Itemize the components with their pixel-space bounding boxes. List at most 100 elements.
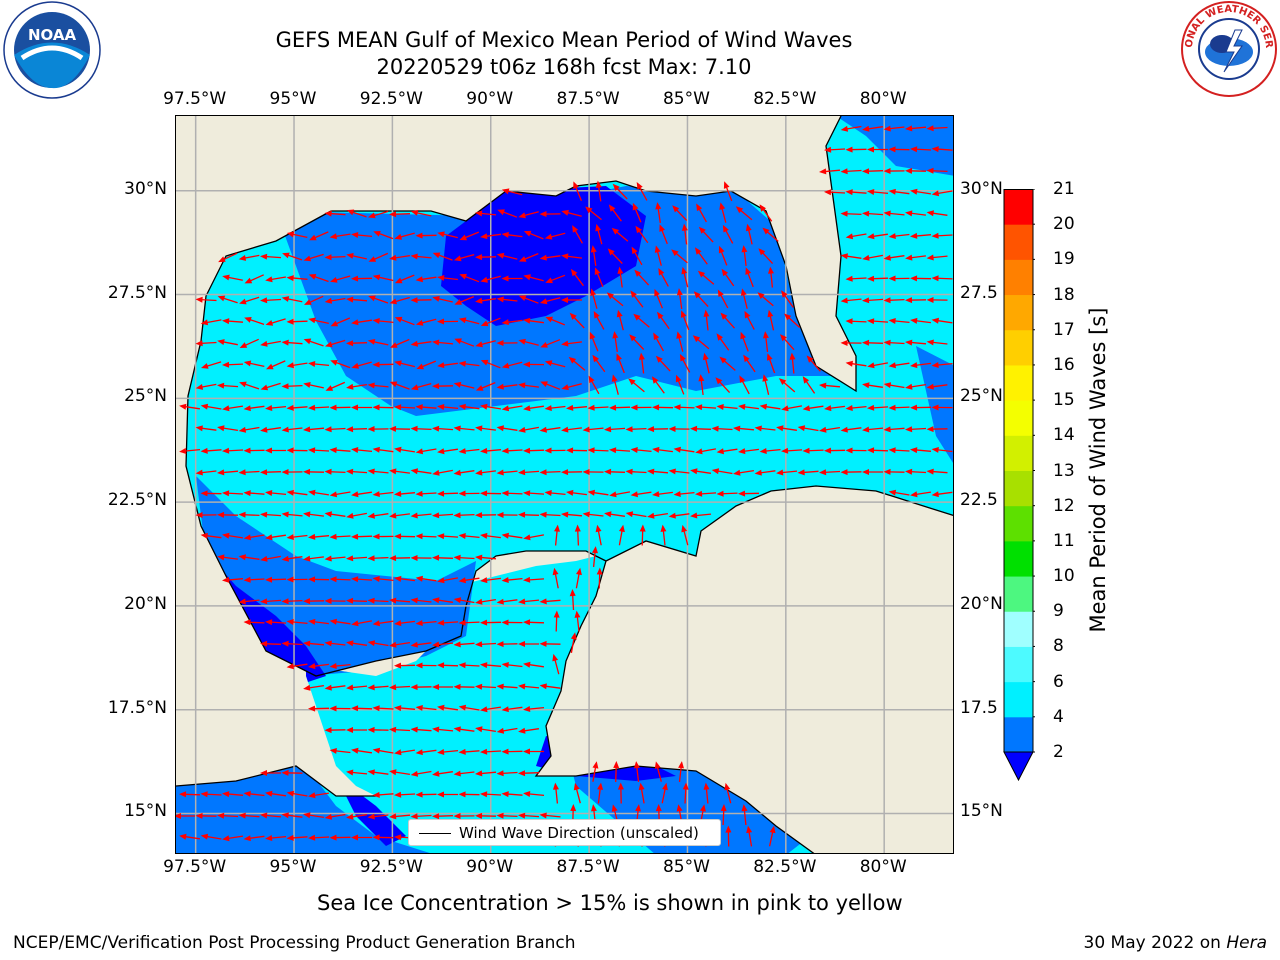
wave-arrow-head — [351, 362, 359, 369]
wave-arrow-head — [303, 426, 311, 433]
wave-arrow-head — [351, 705, 359, 712]
wave-arrow-head — [888, 275, 896, 282]
wave-arrow-head — [244, 277, 253, 284]
wave-arrow-head — [802, 376, 810, 384]
wave-arrow-head — [239, 381, 247, 388]
wave-arrow-head — [518, 683, 526, 690]
wave-arrow-head — [458, 533, 466, 539]
wave-arrow-head — [324, 598, 332, 604]
wave-arrow-head — [282, 252, 290, 259]
wave-arrow-head — [410, 684, 418, 691]
wave-arrow-head — [308, 361, 316, 367]
wave-arrow-head — [888, 146, 896, 153]
wave-arrow-head — [367, 468, 375, 475]
wave-arrow-head — [658, 268, 665, 276]
wave-arrow-head — [432, 597, 440, 604]
wave-arrow-head — [453, 770, 461, 777]
lat-tick-left: 20°N — [124, 593, 167, 614]
wave-arrow-head — [905, 254, 913, 261]
wave-arrow-head — [867, 362, 875, 369]
wave-arrow-head — [260, 340, 268, 347]
wave-arrow-head — [437, 662, 445, 669]
wave-arrow-head — [883, 210, 891, 217]
wave-arrow-head — [265, 276, 273, 283]
wave-arrow-head — [587, 489, 595, 496]
wave-arrow-head — [582, 426, 590, 433]
wave-arrow-head — [367, 640, 376, 647]
wave-arrow-head — [367, 382, 375, 389]
wave-arrow-head — [780, 334, 787, 342]
lat-tick-left: 27.5°N — [107, 282, 167, 303]
wave-arrow-head — [501, 532, 509, 539]
colorbar-tick-label: 15 — [1053, 390, 1075, 411]
wave-arrow-head — [243, 619, 251, 626]
colorbar-segment — [1004, 294, 1033, 331]
wave-arrow-head — [867, 189, 875, 195]
wave-arrow-head — [265, 790, 273, 797]
wave-arrow-head — [200, 490, 208, 497]
wave-arrow-head — [518, 382, 526, 389]
colorbar-tick-label: 21 — [1053, 179, 1075, 199]
wave-arrow-head — [260, 812, 268, 819]
wave-arrow-head — [743, 354, 750, 363]
lat-tick-left: 15°N — [124, 801, 167, 822]
wave-arrow-head — [745, 223, 752, 232]
wave-arrow-head — [719, 202, 726, 210]
wave-arrow-head — [480, 320, 489, 327]
wave-arrow-head — [200, 403, 209, 410]
wave-arrow-head — [672, 205, 680, 213]
wave-arrow-head — [561, 253, 569, 260]
lat-tick-right: 15°N — [960, 801, 1003, 822]
wave-arrow-head — [367, 726, 375, 733]
wave-arrow-head — [453, 641, 461, 648]
wave-arrow-head — [501, 275, 509, 282]
wave-arrow-head — [346, 209, 355, 216]
footer-credit: NCEP/EMC/Verification Post Processing Pr… — [13, 933, 576, 953]
wave-arrow-head — [351, 533, 359, 540]
wave-arrow-head — [703, 309, 710, 317]
wave-arrow-head — [480, 748, 488, 755]
wave-arrow-head — [604, 468, 612, 475]
wave-arrow-head — [329, 233, 337, 240]
wave-arrow-head — [681, 524, 688, 533]
wave-arrow-head — [394, 446, 402, 453]
wave-arrow-head — [518, 812, 526, 819]
wave-arrow-head — [346, 813, 354, 820]
wave-arrow-head — [260, 770, 267, 776]
wave-arrow-head — [480, 577, 488, 584]
wave-arrow-head — [351, 275, 359, 282]
colorbar-tick-label: 19 — [1053, 249, 1075, 270]
wave-arrow-head — [308, 618, 316, 625]
wave-arrow-head — [631, 246, 638, 255]
wave-arrow-head — [475, 683, 483, 690]
wave-arrow-head — [372, 318, 380, 324]
wave-arrow-head — [432, 641, 440, 648]
wave-arrow-head — [286, 362, 294, 369]
wave-arrow-head — [394, 620, 402, 627]
wave-arrow-head — [346, 468, 354, 475]
wave-arrow-head — [453, 469, 461, 476]
wave-arrow-head — [222, 361, 230, 368]
wave-arrow-head — [539, 211, 547, 217]
wave-arrow-head — [308, 317, 316, 324]
wave-arrow-head — [781, 447, 789, 454]
wave-arrow-head — [453, 554, 461, 561]
wave-arrow-head — [437, 231, 445, 238]
wave-arrow-head — [304, 299, 312, 305]
wave-arrow-head — [759, 448, 767, 454]
wave-arrow-head — [617, 782, 624, 790]
colorbar-segment — [1004, 435, 1033, 471]
wave-arrow-head — [668, 512, 676, 519]
wave-arrow-head — [432, 813, 440, 820]
wave-arrow-head — [415, 319, 424, 326]
wave-arrow-head — [394, 490, 402, 497]
wave-arrow-head — [867, 233, 875, 240]
wave-arrow-head — [716, 404, 724, 410]
wave-arrow-head — [260, 598, 268, 605]
wave-arrow-head — [883, 297, 891, 304]
wave-arrow-head — [200, 833, 209, 840]
wave-arrow-head — [394, 791, 402, 798]
wave-arrow-head — [733, 425, 741, 432]
wave-arrow-head — [437, 749, 445, 755]
wave-arrow-head — [453, 381, 462, 388]
